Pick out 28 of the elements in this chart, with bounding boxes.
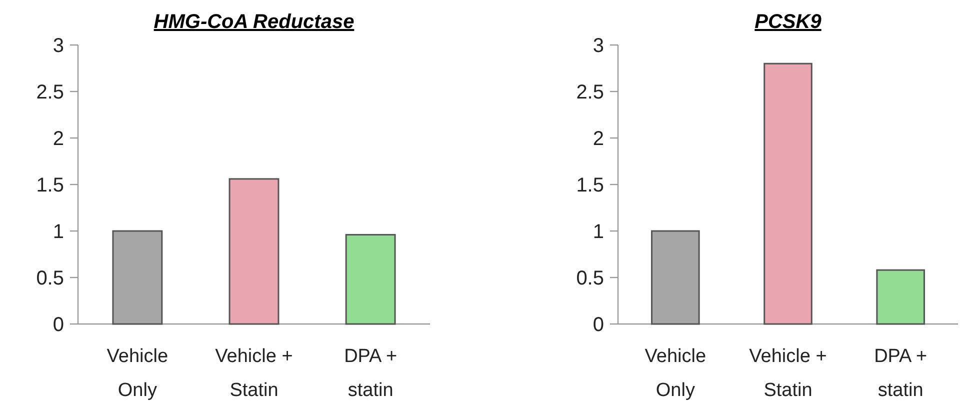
bar [651,230,700,325]
x-tick-label: DPA + statin [874,346,928,401]
x-tick-label: DPA + statin [344,346,398,401]
y-tick-label: 2.5 [576,82,604,104]
y-tick-label: 2 [52,128,64,150]
y-tick-label: 3 [52,35,64,57]
y-tick-label: 3 [592,35,604,57]
x-tick-label: Vehicle Only [106,346,168,401]
y-tick-label: 1.5 [36,174,64,196]
bar [112,230,163,325]
x-tick-label: Vehicle Only [644,346,706,401]
y-tick-label: 0.5 [36,268,64,290]
y-tick-label: 1 [52,221,64,243]
y-tick-label: 2 [592,128,604,150]
chart-title: PCSK9 [754,11,822,33]
bar [876,269,925,325]
y-tick-label: 0 [52,314,64,336]
y-tick-label: 0 [592,314,604,336]
bar [764,62,812,325]
chart-title: HMG-CoA Reductase [154,11,354,33]
x-tick-label: Vehicle + Statin [749,346,827,401]
y-tick-label: 0.5 [576,268,604,290]
y-tick-label: 1 [592,221,604,243]
x-tick-label: Vehicle + Statin [215,346,293,401]
bar [345,234,396,325]
bar [228,178,280,325]
y-tick-label: 2.5 [36,82,64,104]
y-tick-label: 1.5 [576,174,604,196]
